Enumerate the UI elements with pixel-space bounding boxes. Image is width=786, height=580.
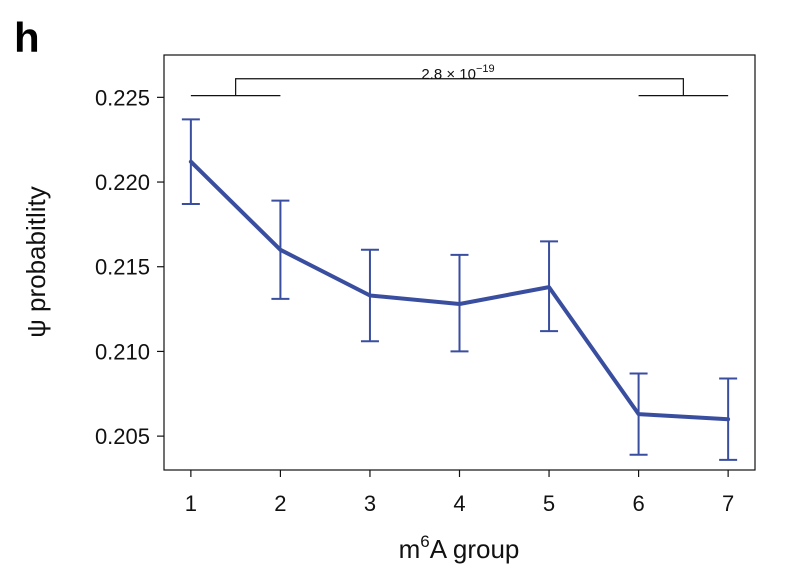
y-tick-label: 0.220 [95,170,150,195]
x-tick-label: 3 [364,491,376,516]
y-tick-label: 0.225 [95,85,150,110]
x-axis-label-superscript: 6 [420,532,429,551]
x-axis-label: m6A group [399,532,520,564]
series-line [188,159,731,422]
x-tick-label: 7 [722,491,734,516]
p-value-exponent: −19 [476,63,495,75]
y-axis-label: ψ probabitlity [21,186,51,338]
significance-bracket [190,78,729,97]
p-value-base: 2.8 × 10 [421,66,476,83]
x-tick-label: 4 [453,491,465,516]
significance-label: 2.8 × 10−19 [421,63,494,83]
error-bars [181,118,738,461]
x-axis-label-rest: A group [430,534,520,564]
y-tick-label: 0.210 [95,339,150,364]
y-axis: 0.205 0.210 0.215 0.220 0.225 [95,85,164,449]
panel-label: h [14,14,40,61]
y-tick-label: 0.205 [95,424,150,449]
bracket-connector [235,78,684,96]
y-tick-label: 0.215 [95,255,150,280]
x-axis: 1 2 3 4 5 6 7 [185,470,734,516]
x-axis-label-base: m [399,534,421,564]
x-tick-label: 5 [543,491,555,516]
x-tick-label: 6 [632,491,644,516]
x-tick-label: 2 [274,491,286,516]
x-tick-label: 1 [185,491,197,516]
